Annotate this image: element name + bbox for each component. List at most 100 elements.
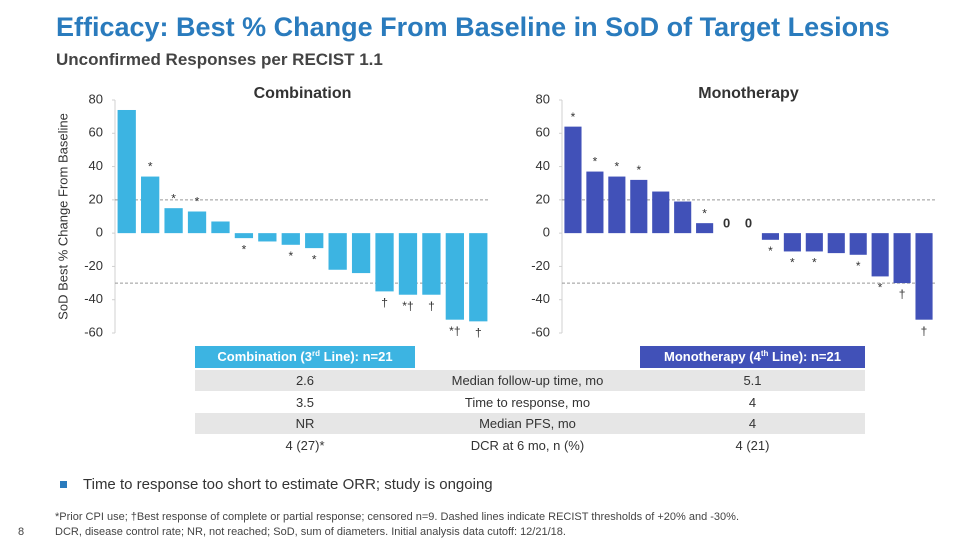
- bar-annotation: *: [571, 110, 576, 124]
- table-row: [195, 370, 865, 391]
- value-label: 0: [723, 216, 730, 231]
- header-text: Combination (3: [217, 349, 312, 364]
- bar-annotation: *: [593, 155, 598, 169]
- table-cell: Median follow-up time, mo: [451, 373, 604, 388]
- y-tick-label: -40: [531, 291, 550, 306]
- table-cell: 4: [748, 394, 757, 410]
- table-row: [195, 391, 865, 413]
- y-tick-label: -20: [84, 258, 103, 273]
- page-number: 8: [18, 526, 25, 538]
- bar-annotation: †: [428, 299, 435, 313]
- bar-annotation: *: [312, 252, 317, 266]
- y-tick-label: -40: [84, 291, 103, 306]
- y-tick-label: 40: [89, 158, 103, 173]
- bar: [469, 233, 488, 322]
- table-cell: Time to response, mo: [464, 394, 591, 410]
- bar: [652, 191, 670, 234]
- bar: [258, 233, 277, 242]
- bar-annotation: *: [812, 256, 817, 270]
- header-text: Monotherapy (4: [664, 349, 761, 364]
- footnote: DCR, disease control rate; NR, not reach…: [55, 526, 566, 538]
- header-sup: th: [760, 349, 769, 358]
- bar: [211, 221, 230, 234]
- table-cell: Median PFS, mo: [479, 416, 576, 431]
- bar-annotation: *: [702, 206, 707, 220]
- table-cell: NR: [295, 416, 315, 431]
- table-cell: 4 (27)*: [285, 437, 325, 453]
- bar: [375, 233, 394, 292]
- bar-annotation: *: [242, 242, 247, 256]
- y-tick-label: -60: [84, 324, 103, 339]
- header-sup: rd: [312, 349, 320, 358]
- table-cell: 5.1: [743, 373, 762, 388]
- bar: [783, 233, 801, 252]
- bar: [564, 126, 582, 234]
- bar: [608, 176, 626, 234]
- slide-title: Efficacy: Best % Change From Baseline in…: [56, 12, 890, 42]
- table-cell: 2.6: [295, 373, 315, 388]
- bar-annotation: *: [636, 163, 641, 177]
- y-tick-label: 60: [536, 125, 550, 140]
- bar: [328, 233, 347, 270]
- bullet-text: Time to response too short to estimate O…: [83, 476, 493, 493]
- y-tick-label: 0: [543, 225, 550, 240]
- bar: [422, 233, 441, 295]
- table-cell: 4 (21): [735, 437, 770, 453]
- slide-subtitle: Unconfirmed Responses per RECIST 1.1: [56, 50, 383, 69]
- y-axis-label: SoD Best % Change From Baseline: [55, 113, 70, 320]
- bar: [827, 233, 845, 254]
- y-tick-label: 40: [536, 158, 550, 173]
- bar: [398, 233, 418, 295]
- y-tick-label: 0: [96, 225, 103, 240]
- table-row: [195, 434, 865, 456]
- bar-annotation: *†: [449, 324, 460, 338]
- bar: [141, 176, 160, 234]
- bar: [164, 208, 183, 234]
- header-text: Line): n=21: [320, 349, 393, 364]
- table-cell: 4: [748, 416, 757, 431]
- bar-annotation: *: [790, 256, 795, 270]
- bar: [630, 179, 648, 234]
- table-cell: 3.5: [295, 394, 315, 410]
- chart-title: Combination: [254, 85, 352, 102]
- bar-annotation: †: [475, 326, 482, 340]
- table-header: Combination (3rd Line): n=21: [195, 346, 415, 368]
- bullet-marker: [60, 481, 67, 488]
- bar: [351, 233, 371, 274]
- bar-annotation: †: [921, 324, 928, 338]
- bar: [586, 171, 604, 234]
- y-tick-label: 20: [89, 191, 103, 206]
- bar: [849, 233, 867, 255]
- table-cell: DCR at 6 mo, n (%): [470, 437, 585, 453]
- bar-annotation: *: [148, 160, 153, 174]
- y-tick-label: 80: [536, 91, 550, 106]
- y-tick-label: 80: [89, 91, 103, 106]
- y-tick-label: 20: [536, 191, 550, 206]
- bar-annotation: *: [171, 191, 176, 205]
- bar: [187, 211, 207, 234]
- bar-annotation: *: [288, 249, 293, 263]
- bar: [805, 233, 823, 252]
- header-text: Line): n=21: [768, 349, 841, 364]
- bar: [117, 109, 136, 234]
- bar: [871, 233, 889, 277]
- bar-annotation: †: [381, 296, 388, 310]
- bar: [234, 233, 254, 239]
- bar-annotation: †: [899, 287, 906, 301]
- bar-annotation: *: [615, 160, 620, 174]
- bar: [445, 233, 464, 320]
- bar: [696, 223, 714, 234]
- y-tick-label: 60: [89, 125, 103, 140]
- bar-annotation: *: [856, 259, 861, 273]
- value-label: 0: [745, 216, 752, 231]
- bar: [893, 233, 911, 284]
- bar-annotation: *: [195, 195, 200, 209]
- y-tick-label: -20: [531, 258, 550, 273]
- footnote: *Prior CPI use; †Best response of comple…: [55, 511, 740, 523]
- bar: [915, 233, 933, 320]
- bar: [305, 233, 324, 249]
- bar-annotation: *: [878, 281, 883, 295]
- bar: [761, 233, 779, 240]
